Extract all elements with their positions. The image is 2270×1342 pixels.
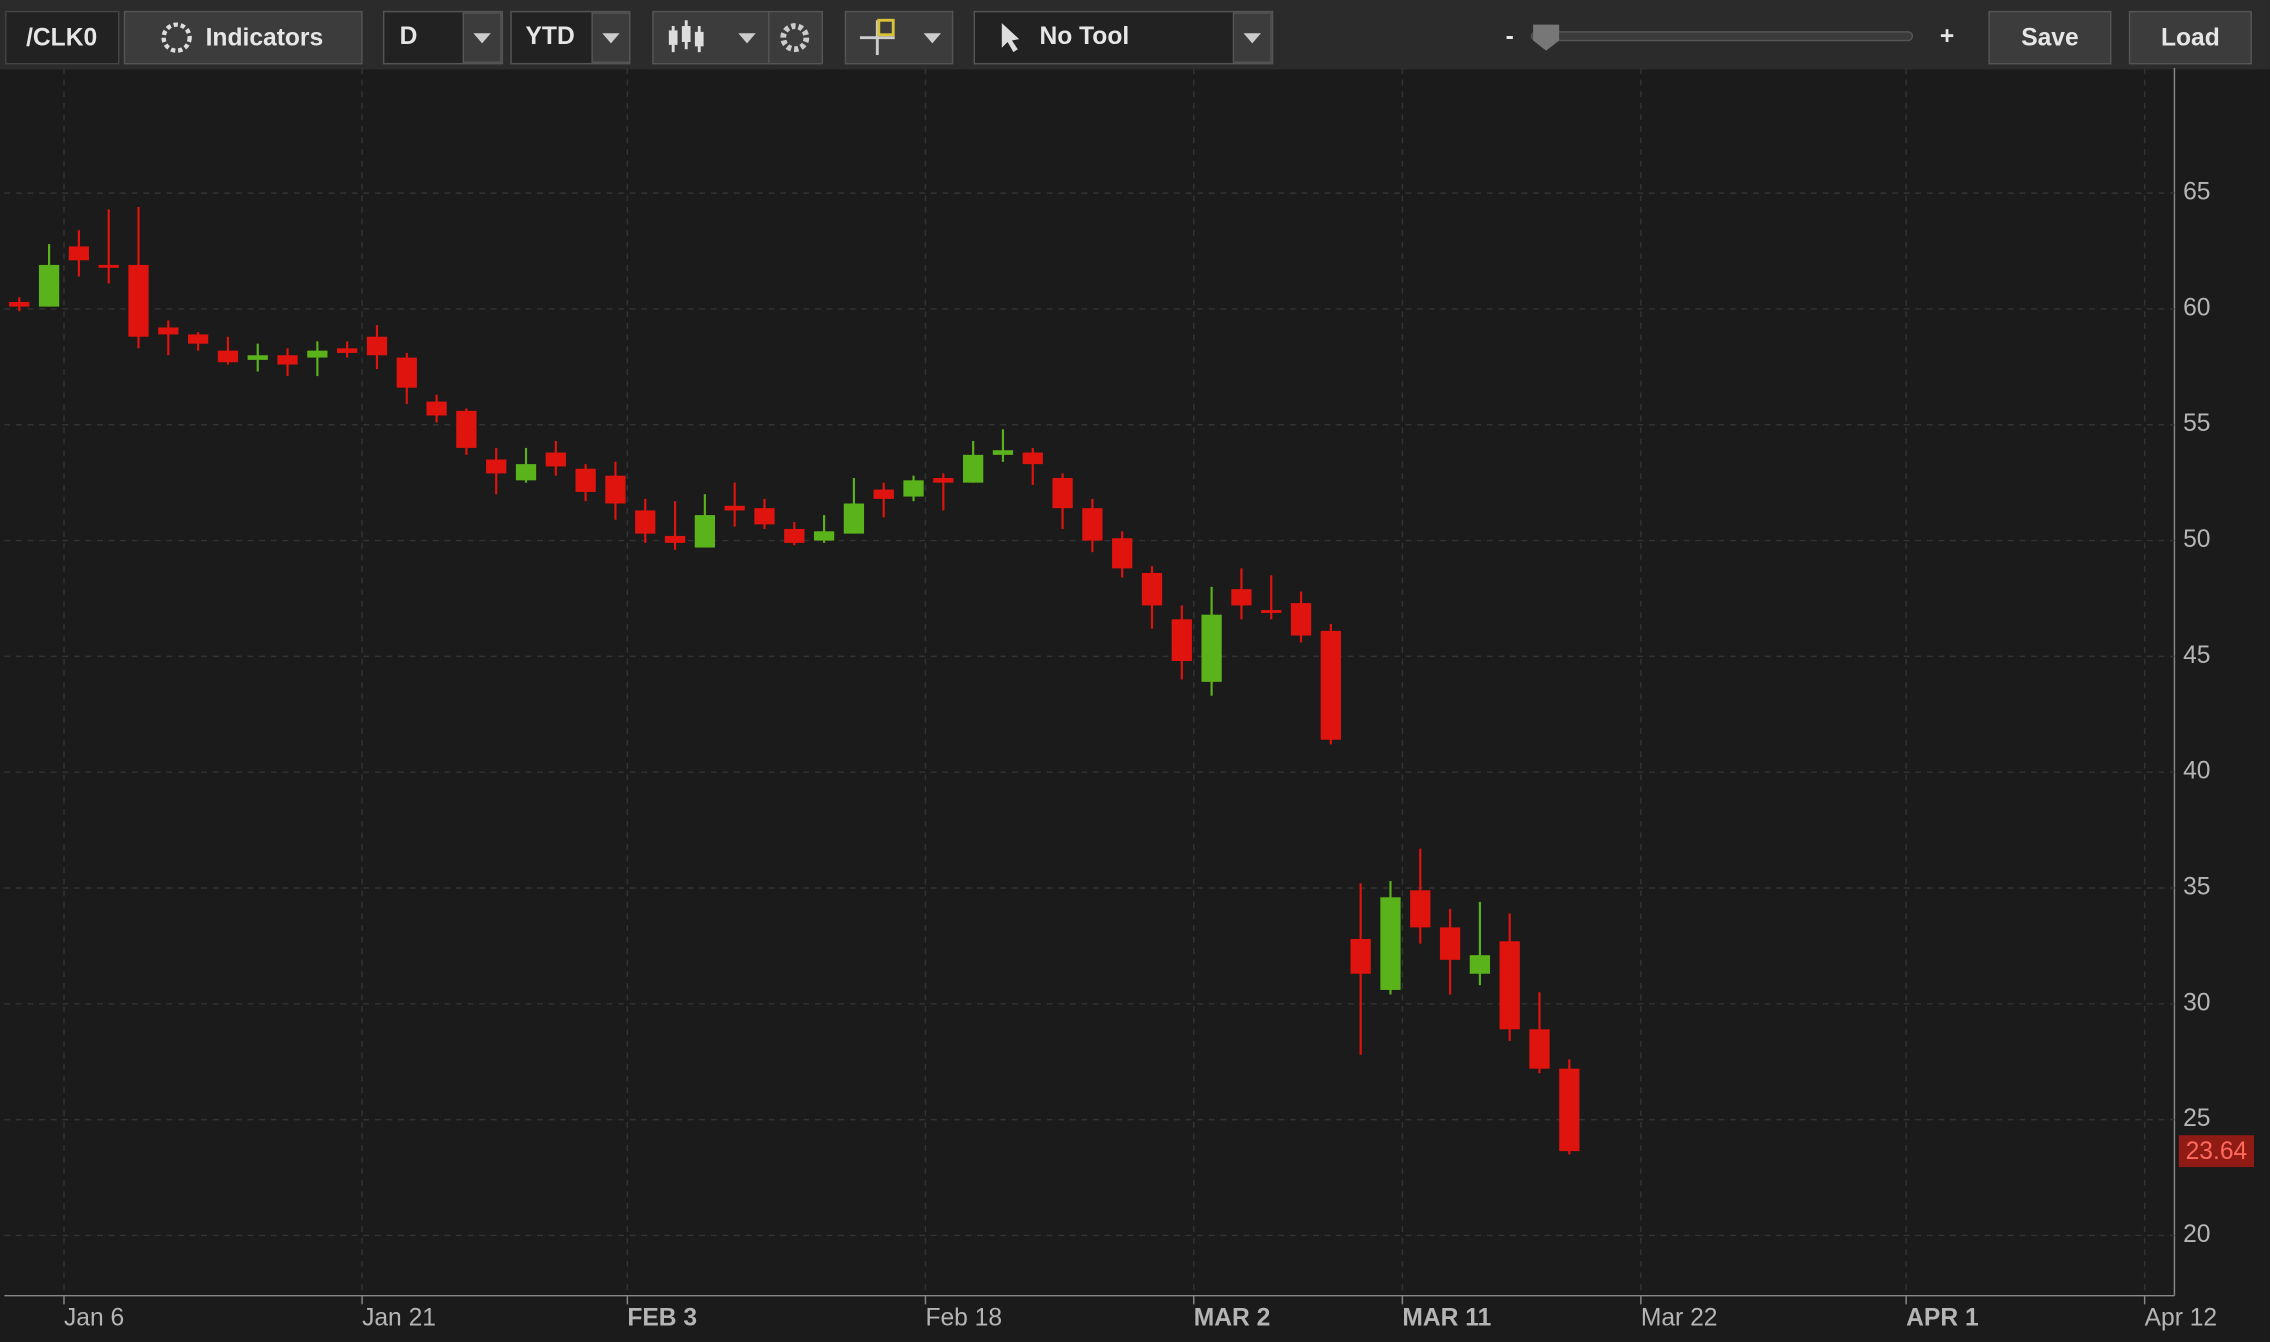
x-tick-label: Feb 18: [925, 1304, 1002, 1331]
candle-body: [396, 357, 417, 388]
candle-body: [1261, 610, 1282, 613]
aggregation-dropdown[interactable]: D: [382, 10, 504, 65]
candle-body: [873, 489, 894, 499]
candle-body: [1052, 478, 1073, 509]
y-tick-label: 30: [2183, 989, 2210, 1016]
candle-body: [933, 478, 954, 483]
candle-body: [1231, 589, 1252, 606]
candle-body: [1380, 897, 1401, 990]
x-tick-label: Jan 6: [64, 1304, 124, 1331]
candle-body: [9, 301, 30, 307]
candle-body: [426, 401, 447, 416]
x-tick-label: Jan 21: [362, 1304, 436, 1331]
chart-style-button[interactable]: [652, 10, 770, 65]
x-tick-label: Apr 12: [2145, 1304, 2218, 1331]
aggregation[interactable]: D: [400, 23, 418, 50]
candle-body: [813, 531, 835, 541]
x-tick-label: MAR 2: [1194, 1304, 1271, 1331]
y-tick-label: 60: [2183, 294, 2210, 321]
x-tick-label: APR 1: [1906, 1304, 1978, 1331]
candle-body: [635, 510, 656, 534]
save-label[interactable]: Save: [2021, 25, 2078, 52]
candle-body: [456, 410, 477, 448]
candle-body: [963, 454, 984, 483]
candle-body: [1022, 452, 1043, 465]
candle-body: [1082, 508, 1103, 541]
candle-body: [337, 348, 358, 353]
candle-body: [68, 246, 90, 261]
y-tick-label: 55: [2183, 410, 2210, 437]
candle-body: [128, 264, 149, 337]
tool-dropdown[interactable]: No Tool: [973, 10, 1274, 65]
candle-body: [992, 450, 1014, 455]
candle-body: [1201, 614, 1222, 682]
candle-body: [1290, 603, 1312, 636]
candle-body: [843, 503, 865, 534]
candle-body: [307, 350, 328, 358]
load-button[interactable]: Load: [2128, 10, 2252, 65]
candle-body: [277, 355, 298, 365]
candle-body: [1559, 1068, 1580, 1152]
tool[interactable]: No Tool: [1039, 23, 1129, 50]
symbol-box[interactable]: /CLK0: [5, 10, 120, 65]
x-tick-label: Mar 22: [1641, 1304, 1718, 1331]
candle-body: [1112, 538, 1133, 569]
x-tick-label: FEB 3: [627, 1304, 697, 1331]
candle-body: [605, 475, 626, 504]
y-tick-label: 25: [2183, 1105, 2210, 1132]
settings-button[interactable]: [768, 10, 824, 65]
candle-body: [694, 515, 715, 548]
candle-body: [366, 336, 388, 356]
last-price-label: 23.64: [2186, 1138, 2248, 1165]
y-tick-label: 35: [2183, 874, 2210, 901]
y-tick-label: 45: [2183, 642, 2210, 669]
candle-body: [1410, 890, 1431, 928]
candle-body: [98, 264, 119, 268]
y-tick-label: 50: [2183, 526, 2210, 553]
candle-body: [575, 468, 596, 492]
candle-body: [903, 480, 924, 497]
range[interactable]: YTD: [526, 23, 575, 50]
candle-body: [545, 452, 566, 467]
zoom-thumb[interactable]: [1533, 24, 1560, 51]
zoom-in[interactable]: +: [1940, 23, 1954, 50]
candle-body: [664, 535, 686, 543]
candle-body: [1350, 938, 1371, 974]
candle-body: [515, 464, 537, 481]
candle-body: [158, 327, 179, 335]
candle-body: [1141, 572, 1163, 606]
candle-body: [1171, 619, 1192, 662]
y-tick-label: 40: [2183, 758, 2210, 785]
candle-body: [1439, 927, 1461, 960]
symbol[interactable]: /CLK0: [26, 25, 97, 52]
y-tick-label: 20: [2183, 1221, 2210, 1248]
candle-body: [486, 459, 507, 474]
candle-body: [38, 264, 60, 307]
candle-body: [1529, 1029, 1550, 1069]
last-price-marker: [2178, 1135, 2255, 1168]
indicators-button[interactable]: Indicators: [123, 10, 363, 65]
candle-body: [247, 355, 268, 360]
zoom-slider[interactable]: [1530, 31, 1914, 42]
candle-body: [754, 508, 775, 525]
indicators-label[interactable]: Indicators: [206, 25, 324, 52]
candle-body: [1320, 630, 1341, 740]
save-button[interactable]: Save: [1988, 10, 2112, 65]
y-tick-label: 65: [2183, 179, 2210, 206]
drawing-button[interactable]: [844, 10, 954, 65]
candle-body: [724, 505, 745, 511]
candle-body: [187, 334, 209, 344]
candle-body: [217, 350, 239, 363]
candle-body: [784, 528, 805, 543]
plot: 20 25 30 35 40 45 50 55 60 65 Jan 6 Jan 21 FEB 3 Feb …: [4, 68, 2255, 1331]
x-tick-label: MAR 11: [1402, 1304, 1491, 1331]
range-dropdown[interactable]: YTD: [510, 10, 631, 65]
load-label[interactable]: Load: [2161, 25, 2220, 52]
zoom-out[interactable]: -: [1506, 23, 1514, 50]
candle-body: [1499, 941, 1520, 1030]
candle-body: [1469, 955, 1491, 974]
